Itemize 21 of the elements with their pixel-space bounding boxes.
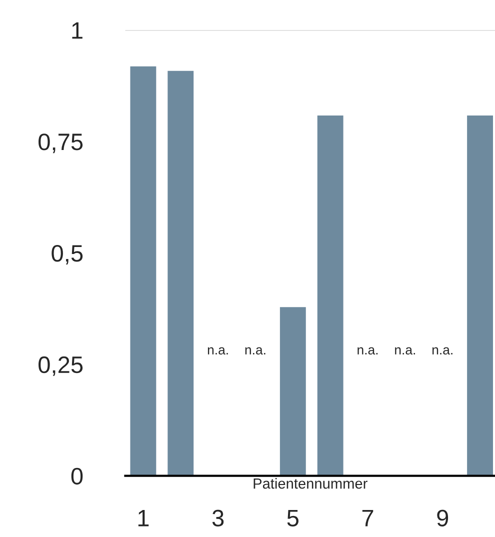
bar (466, 114, 494, 476)
y-tick-label: 0,25 (38, 356, 83, 376)
x-tick-label: 5 (287, 510, 298, 526)
bar (316, 114, 345, 476)
text: n.a. (395, 347, 415, 355)
y-tick-label: 0,5 (52, 244, 83, 265)
x-tick-label: 3 (212, 510, 224, 526)
text: n.a. (208, 347, 228, 355)
text: n.a. (358, 347, 378, 355)
y-tick-label: 0 (71, 468, 83, 485)
text: n.a. (245, 347, 266, 355)
bar (128, 65, 158, 476)
x-tick-label: 1 (138, 510, 149, 526)
x-tick-label: 7 (362, 510, 374, 526)
x-tick-label: 9 (437, 510, 448, 526)
x-axis-title: Patientennummer (254, 478, 368, 489)
text: n.a. (432, 347, 452, 355)
y-tick-label: 1 (72, 22, 82, 39)
bar (278, 306, 308, 476)
y-tick-label: 0,75 (38, 134, 83, 154)
bar (166, 69, 195, 476)
